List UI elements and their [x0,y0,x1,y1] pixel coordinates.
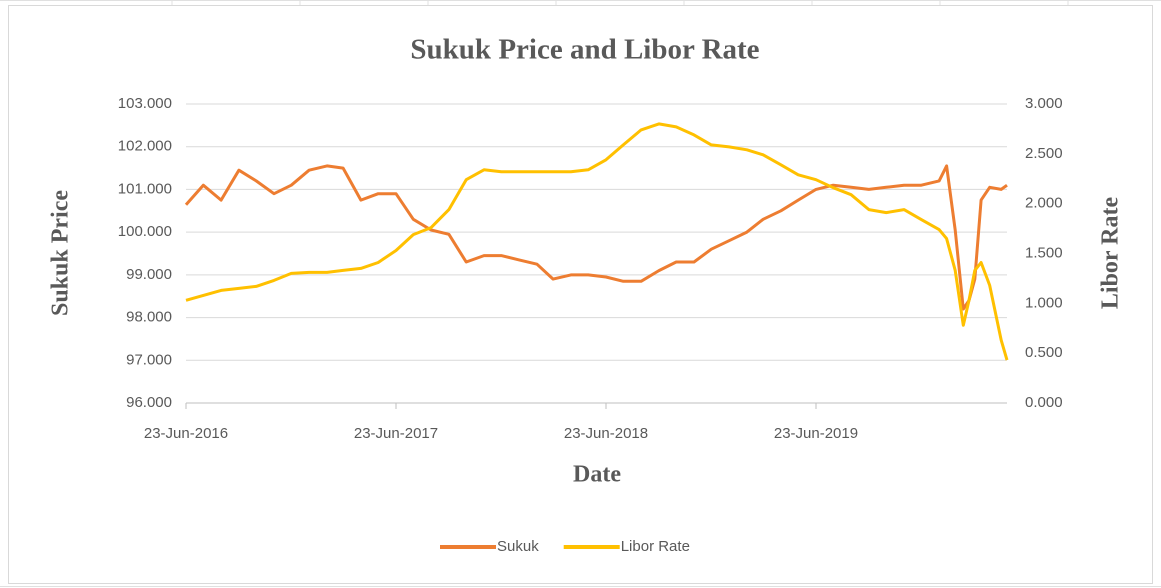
y2-tick-label: 2.000 [1025,195,1063,212]
x-axis-title: Date [573,462,621,488]
y2-tick-label: 2.500 [1025,145,1063,162]
y2-tick-label: 0.000 [1025,394,1063,411]
x-tick-label: 23-Jun-2019 [774,425,858,442]
y-tick-label: 97.000 [126,351,172,368]
series-line [185,122,1009,361]
chart-area [8,5,1153,584]
x-tick-label: 23-Jun-2018 [564,425,648,442]
chart-title: Sukuk Price and Libor Rate [410,34,759,66]
y-tick-label: 99.000 [126,266,172,283]
y2-axis-title: Libor Rate [1098,197,1124,310]
y-tick-label: 98.000 [126,309,172,326]
y-tick-label: 103.000 [118,95,172,112]
x-tick-label: 23-Jun-2016 [144,425,228,442]
y2-tick-label: 3.000 [1025,95,1063,112]
x-tick-label: 23-Jun-2017 [354,425,438,442]
y-tick-label: 96.000 [126,394,172,411]
y2-tick-label: 1.500 [1025,244,1063,261]
y-tick-label: 100.000 [118,223,172,240]
y2-tick-label: 1.000 [1025,294,1063,311]
legend-label: Libor Rate [621,538,690,555]
y-axis-title: Sukuk Price [48,190,74,316]
y-tick-label: 101.000 [118,180,172,197]
legend-label: Sukuk [497,538,539,555]
y-tick-label: 102.000 [118,138,172,155]
y2-tick-label: 0.500 [1025,344,1063,361]
series-line [184,164,1008,311]
